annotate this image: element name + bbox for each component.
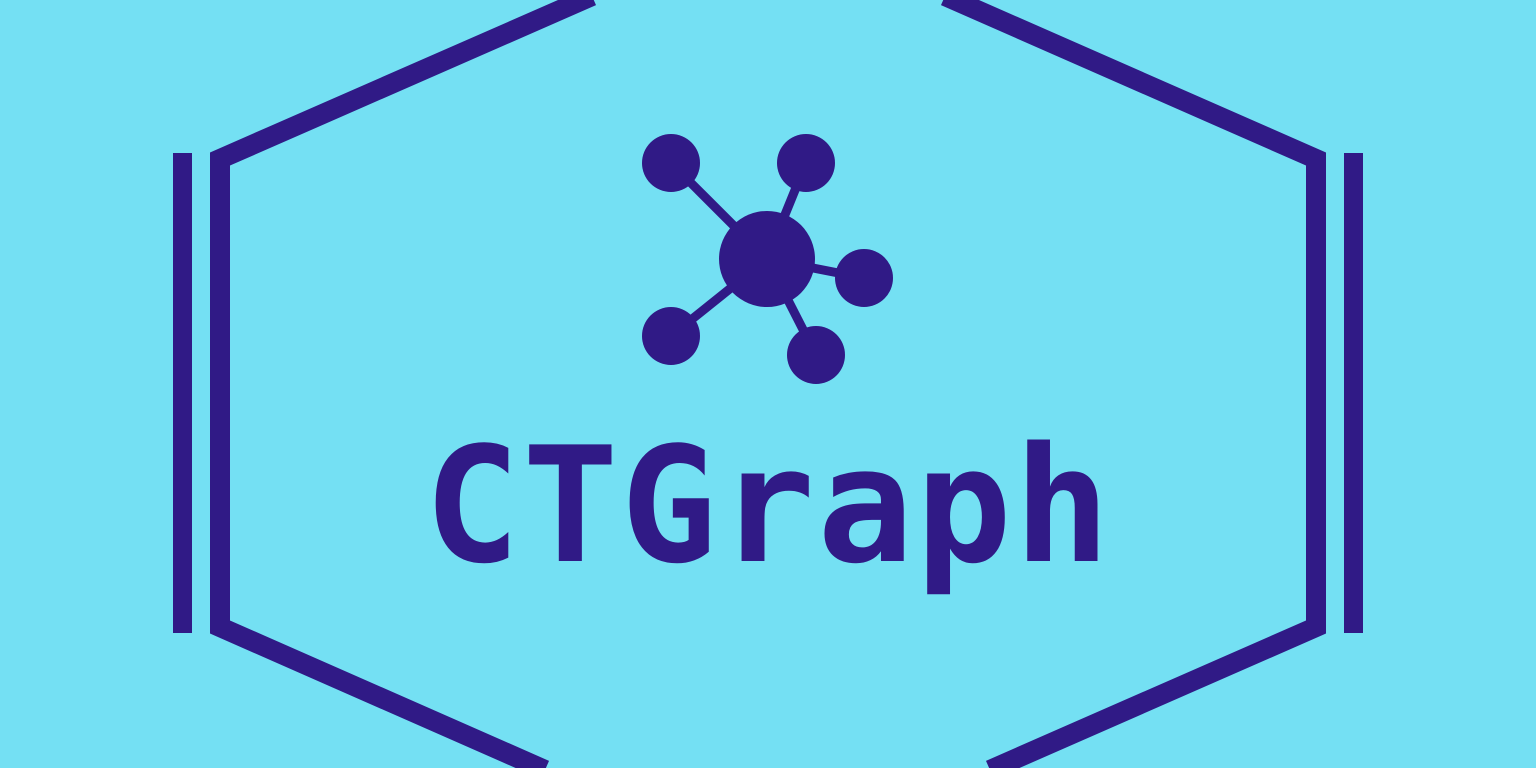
right-bar bbox=[1344, 153, 1363, 633]
logo-wordmark: CTGraph bbox=[423, 412, 1113, 599]
hexagon-frame-outline bbox=[210, 0, 1326, 768]
left-bar bbox=[173, 153, 192, 633]
molecule-network-icon bbox=[642, 134, 893, 384]
